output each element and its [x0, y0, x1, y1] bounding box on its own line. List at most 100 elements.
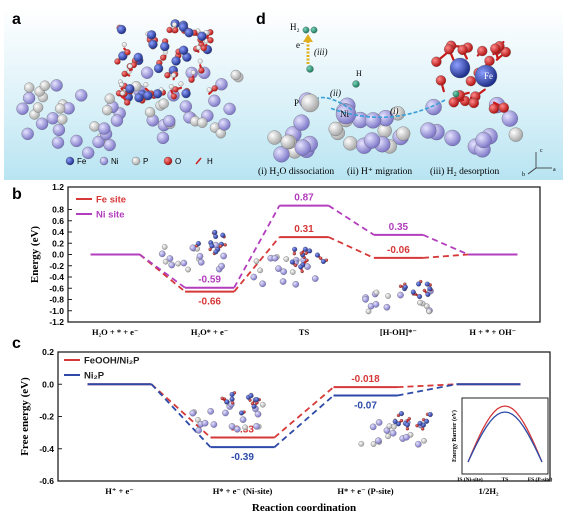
o-atom: [250, 401, 255, 406]
o-atom: [465, 75, 476, 87]
fe-atom: [416, 281, 422, 287]
ni-atom: [304, 263, 311, 270]
ni-atom: [250, 273, 258, 281]
fe-atom: [392, 419, 398, 425]
o-atom: [198, 67, 205, 74]
fe-atom: [404, 422, 410, 428]
ni-atom: [383, 427, 391, 434]
inset-x-label: TS: [502, 477, 509, 483]
o-atom: [420, 427, 425, 431]
ni-atom: [82, 146, 95, 159]
h-atom: [121, 42, 127, 47]
y-axis-label: Energy (eV): [29, 226, 41, 283]
y-tick-label: 1.2: [52, 182, 64, 192]
p-atom: [24, 82, 35, 93]
ni-atom: [163, 114, 176, 128]
legend-p-marker: [131, 156, 141, 166]
data-label: -0.018: [351, 374, 380, 385]
fe-atom: [209, 243, 215, 249]
ni-atom: [275, 265, 282, 272]
p-atom: [370, 441, 377, 447]
y-tick-label: -0.4: [49, 272, 64, 282]
ni-atom: [220, 252, 227, 260]
o-atom: [305, 258, 309, 263]
inset-x-label: IS (Ni-site): [457, 476, 483, 483]
ni-atom: [253, 423, 260, 430]
y-tick-label: 0.0: [42, 379, 54, 389]
y-tick-label: 0.6: [52, 216, 64, 226]
fe-atom: [178, 45, 189, 55]
o-atom: [292, 252, 297, 256]
ni-atom: [364, 112, 382, 129]
fe-atom: [125, 84, 135, 94]
desorption-arrowhead: [303, 34, 313, 42]
p-atom: [283, 256, 290, 262]
h-atom: [195, 45, 201, 51]
transition-line: [397, 383, 457, 397]
fe-atom: [134, 93, 144, 103]
caption-step-iii: (iii) H₂ desorption: [430, 166, 500, 177]
p-atom: [385, 293, 391, 299]
ni-atom: [195, 426, 203, 434]
electron-label: e⁻: [296, 40, 305, 50]
atom-fe-label: Fe: [484, 71, 493, 81]
data-label: -0.39: [231, 452, 254, 463]
p-atom: [102, 105, 113, 116]
h2-atom: [302, 26, 310, 34]
h-atom: [119, 82, 125, 88]
ni-atom: [239, 416, 247, 423]
ni-atom: [259, 280, 266, 288]
o-atom: [477, 45, 488, 57]
fe-atom: [402, 284, 408, 290]
ni-atom: [21, 127, 34, 140]
ni-atom: [196, 252, 204, 260]
legend-label: FeOOH/Ni₂P: [84, 356, 140, 367]
y-tick-label: 0.2: [52, 238, 64, 248]
o-atom: [448, 97, 459, 108]
o-atom: [484, 55, 495, 67]
legend-fe-marker: [65, 156, 75, 166]
h-atom: [178, 81, 184, 87]
panel-d-letter: d: [256, 11, 266, 28]
fe-atom: [307, 248, 313, 254]
fe-atom: [229, 391, 235, 397]
fe-atom: [181, 88, 191, 99]
h-atom: [168, 84, 174, 90]
legend-ni-marker: [99, 156, 109, 166]
transition-line: [139, 253, 186, 293]
o-atom: [407, 416, 411, 421]
fe-atom: [425, 291, 431, 297]
ni-atom: [215, 78, 228, 91]
p-atom: [358, 440, 365, 447]
ni-atom: [294, 139, 311, 156]
fe-atom: [197, 31, 207, 41]
fe-atom: [184, 28, 194, 38]
p-atom: [386, 423, 393, 429]
caption-step-ii: (ii) H⁺ migration: [347, 166, 412, 177]
o-atom: [435, 75, 447, 86]
step-iii-label: (iii): [314, 47, 328, 57]
data-label: -0.59: [198, 275, 221, 286]
ni-atom: [372, 301, 380, 308]
transition-line: [422, 233, 469, 256]
fe-atom: [248, 393, 254, 399]
x-tick-label: H₂O + * + e⁻: [92, 327, 138, 337]
o-atom: [300, 269, 304, 274]
panel-c-letter: c: [12, 335, 21, 352]
o-atom: [498, 102, 509, 113]
h-atom: [171, 72, 177, 78]
o-atom: [319, 256, 323, 260]
x-tick-label: H₂O* + e⁻: [191, 327, 228, 337]
fe-atom: [171, 56, 181, 66]
fe-atom: [302, 246, 308, 252]
p-atom: [197, 117, 208, 128]
p-atom: [343, 136, 358, 151]
p-atom: [39, 80, 51, 91]
ni-atom: [208, 94, 221, 107]
panel-a-letter: a: [12, 11, 21, 28]
transition-line: [328, 204, 375, 236]
data-label: -0.66: [198, 297, 221, 308]
o-atom: [207, 37, 214, 44]
ni-atom: [362, 296, 369, 303]
